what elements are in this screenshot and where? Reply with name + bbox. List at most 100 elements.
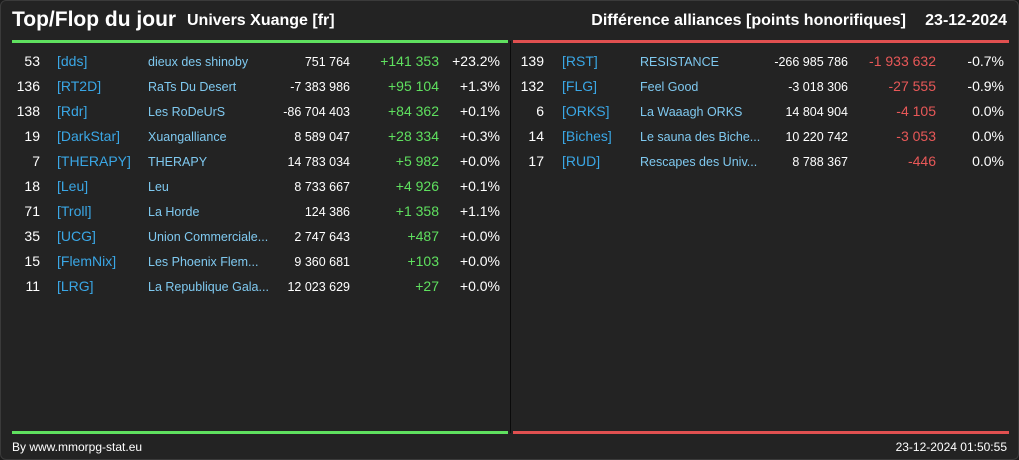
flop-list: 139 [RST] RESISTANCE -266 985 786 -1 933 632… [513,49,1009,174]
alliance-diff: -446 [907,153,936,169]
alliance-tag-link[interactable]: [Biches] [562,128,612,144]
alliance-row: 18 [Leu] Leu 8 733 667 +4 926 +0.1% [12,174,508,199]
alliance-rank: 11 [25,278,40,294]
alliance-name-link[interactable]: RESISTANCE [640,55,719,69]
alliance-percent: +0.1% [459,178,500,194]
flop-footer-bar [513,431,1009,434]
alliance-points: -86 704 403 [283,105,350,119]
alliance-diff: +28 334 [388,128,439,144]
alliance-tag-link[interactable]: [RST] [562,53,598,69]
alliance-points: 14 804 904 [785,105,848,119]
alliance-row: 11 [LRG] La Republique Gala... 12 023 629 +2… [12,274,508,299]
alliance-tag-link[interactable]: [Leu] [57,178,89,194]
alliance-tag-link[interactable]: [Troll] [57,203,92,219]
alliance-rank: 17 [528,153,544,169]
alliance-points: 9 360 681 [294,255,350,269]
alliance-percent: +1.3% [459,78,500,94]
page-title: Top/Flop du jour [12,8,177,31]
alliance-name-link[interactable]: Rescapes des Univ... [640,155,758,169]
alliance-tag-link[interactable]: [ORKS] [562,103,610,119]
top-list: 53 [dds] dieux des shinoby 751 764 +141 353 +… [12,49,508,299]
alliance-rank: 53 [24,53,40,69]
alliance-row: 15 [FlemNix] Les Phoenix Flem... 9 360 681 +… [12,249,508,274]
alliance-percent: -0.9% [967,78,1004,94]
alliance-row: 35 [UCG] Union Commerciale... 2 747 643 +487… [12,224,508,249]
alliance-name-link[interactable]: Le sauna des Biche... [640,130,761,144]
alliance-row: 136 [RT2D] RaTs Du Desert -7 383 986 +95 104… [12,74,508,99]
alliance-percent: +0.1% [459,103,500,119]
header: Top/Flop du jour Univers Xuange [fr] Dif… [1,1,1018,41]
alliance-points: 2 747 643 [294,230,350,244]
alliance-percent: 0.0% [972,103,1004,119]
alliance-percent: 0.0% [972,153,1004,169]
alliance-points: 8 788 367 [792,155,848,169]
alliance-points: 12 023 629 [287,280,350,294]
alliance-percent: +0.0% [459,278,500,294]
universe-label: Univers Xuange [fr] [187,12,335,29]
credit-link[interactable]: By www.mmorpg-stat.eu [12,440,143,454]
alliance-rank: 7 [32,153,40,169]
alliance-row: 138 [Rdr] Les RoDeUrS -86 704 403 +84 362 +0.… [12,99,508,124]
alliance-percent: +0.0% [459,228,500,244]
alliance-tag-link[interactable]: [DarkStar] [57,128,121,144]
alliance-row: 14 [Biches] Le sauna des Biche... 10 220 74… [513,124,1009,149]
alliance-row: 7 [THERAPY] THERAPY 14 783 034 +5 982 +0.0% [12,149,508,174]
alliance-diff: +95 104 [388,78,439,94]
alliance-tag-link[interactable]: [RUD] [562,153,601,169]
alliance-rank: 19 [24,128,40,144]
alliance-rank: 136 [16,78,40,94]
alliance-tag-link[interactable]: [LRG] [57,278,94,294]
alliance-tag-link[interactable]: [THERAPY] [57,153,131,169]
alliance-tag-link[interactable]: [FLG] [562,78,598,94]
alliance-tag-link[interactable]: [dds] [57,53,88,69]
top-footer-bar [12,431,508,434]
alliance-rank: 14 [528,128,544,144]
alliance-rank: 18 [24,178,40,194]
alliance-tag-link[interactable]: [FlemNix] [57,253,117,269]
alliance-row: 132 [FLG] Feel Good -3 018 306 -27 555 -0.9% [513,74,1009,99]
alliance-rank: 138 [16,103,40,119]
alliance-diff: +103 [407,253,439,269]
alliance-diff: +1 358 [395,203,439,219]
alliance-points: 8 733 667 [294,180,350,194]
alliance-diff: +27 [415,278,439,294]
alliance-tag-link[interactable]: [Rdr] [57,103,88,119]
alliance-diff: -4 105 [896,103,936,119]
alliance-rank: 15 [24,253,40,269]
alliance-points: 124 386 [304,205,350,219]
alliance-name-link[interactable]: La Waaagh ORKS [640,105,743,119]
alliance-percent: +1.1% [459,203,500,219]
alliance-diff: -3 053 [896,128,936,144]
alliance-percent: +0.3% [459,128,500,144]
date-label: 23-12-2024 [925,12,1007,29]
alliance-diff: +5 982 [395,153,439,169]
alliance-row: 19 [DarkStar] Xuangalliance 8 589 047 +28 33… [12,124,508,149]
page-subtitle: Différence alliances [points honorifique… [591,12,906,29]
alliance-tag-link[interactable]: [UCG] [57,228,96,244]
alliance-diff: +141 353 [380,53,439,69]
alliance-diff: +4 926 [395,178,439,194]
alliance-diff: -27 555 [888,78,936,94]
alliance-row: 53 [dds] dieux des shinoby 751 764 +141 353 +… [12,49,508,74]
alliance-rank: 71 [24,203,40,219]
alliance-points: -3 018 306 [788,80,848,94]
alliance-rank: 6 [536,103,544,119]
alliance-percent: +0.0% [459,153,500,169]
alliance-tag-link[interactable]: [RT2D] [57,78,102,94]
alliance-row: 17 [RUD] Rescapes des Univ... 8 788 367 -446… [513,149,1009,174]
alliance-percent: +23.2% [452,53,500,69]
alliance-diff: +487 [407,228,439,244]
flop-accent-bar [513,40,1009,43]
timestamp: 23-12-2024 01:50:55 [895,440,1007,454]
top-accent-bar [12,40,508,43]
alliance-row: 139 [RST] RESISTANCE -266 985 786 -1 933 632… [513,49,1009,74]
panel-divider [510,41,511,433]
alliance-row: 6 [ORKS] La Waaagh ORKS 14 804 904 -4 105 0.0… [513,99,1009,124]
alliance-name-link[interactable]: Feel Good [640,80,699,94]
alliance-rank: 35 [24,228,40,244]
alliance-points: -7 383 986 [290,80,350,94]
alliance-points: -266 985 786 [774,55,848,69]
alliance-diff: +84 362 [388,103,439,119]
alliance-percent: -0.7% [967,53,1004,69]
